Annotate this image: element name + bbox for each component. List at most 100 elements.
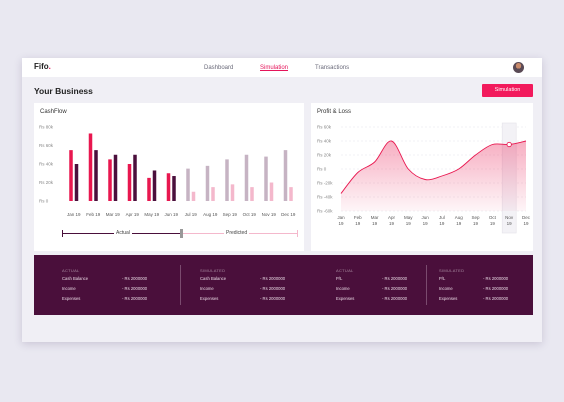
- summary-label: Income: [62, 286, 76, 291]
- simulation-button[interactable]: Simulation: [482, 84, 533, 97]
- cashflow-bar[interactable]: [147, 177, 151, 201]
- cashflow-bar[interactable]: [127, 164, 132, 201]
- summary-heading: SIMULATED: [200, 268, 226, 273]
- cashflow-bar[interactable]: [283, 150, 288, 201]
- cashflow-bar[interactable]: [133, 154, 137, 201]
- pnl-x-tick: Apr 19: [388, 215, 396, 226]
- pnl-y-tick: Rs -40k: [317, 195, 333, 200]
- summary-value: - Rs 2000000: [382, 276, 408, 281]
- cashflow-x-tick: May 19: [144, 212, 159, 217]
- pnl-y-tick: Rs -60k: [317, 209, 333, 214]
- summary-value: - Rs 2000000: [382, 286, 408, 291]
- cashflow-bar[interactable]: [94, 150, 98, 201]
- summary-divider: [426, 265, 427, 305]
- summary-value: - Rs 2000000: [382, 296, 408, 301]
- cashflow-x-tick: Apr 19: [126, 212, 140, 217]
- summary-label: Expenses: [62, 296, 81, 301]
- cashflow-y-tick: Rs 20k: [39, 180, 54, 185]
- summary-label: Expenses: [336, 296, 355, 301]
- summary-value: - Rs 2000000: [122, 276, 148, 281]
- cashflow-bar[interactable]: [211, 187, 215, 201]
- cashflow-y-tick: Rs 40k: [39, 162, 54, 167]
- summary-label: P/L: [336, 276, 343, 281]
- cashflow-bar[interactable]: [166, 173, 171, 201]
- predicted-range-end: [297, 230, 298, 237]
- avatar[interactable]: [513, 62, 524, 73]
- pnl-x-tick: Jan 19: [337, 215, 345, 226]
- cashflow-x-tick: Oct 19: [243, 212, 257, 217]
- summary-label: Income: [200, 286, 214, 291]
- pnl-x-tick: Aug 19: [455, 215, 464, 226]
- summary-label: Expenses: [200, 296, 219, 301]
- summary-value: - Rs 2000000: [483, 286, 509, 291]
- cashflow-bar[interactable]: [269, 182, 274, 202]
- cashflow-bar[interactable]: [230, 184, 235, 201]
- summary-bar: ACTUAL Cash Balance - Rs 2000000 Income …: [34, 255, 533, 315]
- pnl-x-tick: Dec 19: [522, 215, 531, 226]
- pnl-line: [340, 140, 527, 194]
- nav-dashboard[interactable]: Dashboard: [204, 65, 234, 71]
- cashflow-bar[interactable]: [244, 154, 249, 201]
- cashflow-x-tick: Jun 19: [164, 212, 178, 217]
- summary-heading: ACTUAL: [336, 268, 354, 273]
- summary-divider: [180, 265, 181, 305]
- summary-value: - Rs 2000000: [483, 296, 509, 301]
- cashflow-bar[interactable]: [152, 170, 157, 201]
- pnl-highlight-point[interactable]: [506, 141, 512, 148]
- summary-label: Cash Balance: [200, 276, 227, 281]
- cashflow-bar[interactable]: [264, 156, 268, 201]
- cashflow-bar[interactable]: [191, 191, 196, 201]
- summary-simulated-cash: SIMULATED Cash Balance - Rs 2000000 Inco…: [200, 255, 310, 315]
- cashflow-x-tick: Sep 19: [223, 212, 238, 217]
- pnl-x-tick: Feb 19: [354, 215, 362, 226]
- pnl-x-tick: Jul 19: [439, 215, 445, 226]
- summary-label: P/L: [439, 276, 446, 281]
- timeline-slider-handle[interactable]: [180, 229, 183, 238]
- pnl-x-tick: Oct 19: [489, 215, 497, 226]
- nav-simulation[interactable]: Simulation: [260, 65, 289, 71]
- cashflow-x-tick: Dec 19: [281, 212, 296, 217]
- pnl-title: Profit & Loss: [317, 109, 352, 115]
- cashflow-x-tick: Feb 19: [86, 212, 101, 217]
- cashflow-chart: Rs 80k Rs 60k Rs 40k Rs 20k Rs 0 Jan 19 Feb 19…: [39, 125, 296, 218]
- summary-label: Expenses: [439, 296, 458, 301]
- cashflow-bar[interactable]: [205, 165, 210, 201]
- summary-value: - Rs 2000000: [483, 276, 509, 281]
- cashflow-y-tick: Rs 80k: [39, 125, 54, 130]
- pnl-y-tick: Rs 20k: [317, 153, 332, 158]
- cashflow-bar[interactable]: [108, 159, 112, 201]
- cashflow-bar[interactable]: [69, 150, 73, 201]
- summary-label: Income: [336, 286, 350, 291]
- cashflow-bar[interactable]: [113, 154, 118, 201]
- cashflow-bar[interactable]: [250, 187, 254, 201]
- pnl-y-tick: Rs 40k: [317, 139, 332, 144]
- logo[interactable]: Fifo.: [34, 62, 51, 71]
- cashflow-x-tick: Jul 19: [185, 212, 198, 217]
- cashflow-bar[interactable]: [225, 159, 229, 201]
- summary-label: Cash Balance: [62, 276, 89, 281]
- cashflow-y-tick: Rs 0: [39, 199, 49, 204]
- cashflow-panel: CashFlow Rs 80k Rs 60k Rs 40k Rs 20k Rs 0 Jan…: [34, 103, 304, 251]
- cashflow-bar[interactable]: [74, 164, 79, 201]
- cashflow-bar[interactable]: [186, 168, 190, 201]
- cashflow-x-tick: Aug 19: [203, 212, 218, 217]
- cashflow-bar[interactable]: [88, 133, 93, 201]
- actual-range-start: [62, 230, 63, 237]
- summary-value: - Rs 2000000: [122, 296, 148, 301]
- summary-simulated-pl: SIMULATED P/L - Rs 2000000 Income - Rs 2…: [439, 255, 531, 315]
- cashflow-x-tick: Mar 19: [106, 212, 121, 217]
- cashflow-x-tick: Jan 19: [67, 212, 81, 217]
- nav-transactions[interactable]: Transactions: [315, 65, 350, 71]
- cashflow-bar[interactable]: [289, 187, 293, 201]
- app-window: Fifo. Dashboard Simulation Transactions …: [22, 58, 542, 342]
- summary-heading: ACTUAL: [62, 268, 80, 273]
- summary-value: - Rs 2000000: [260, 296, 286, 301]
- pnl-panel: Profit & Loss Rs 60k Rs 40k Rs 20k Rs 0 Rs -…: [311, 103, 533, 251]
- pnl-chart: Rs 60k Rs 40k Rs 20k Rs 0 Rs -20k Rs -40k Rs -…: [317, 122, 531, 234]
- pnl-x-tick: Sep 19: [472, 215, 481, 226]
- cashflow-title: CashFlow: [40, 109, 67, 115]
- cashflow-bar[interactable]: [172, 176, 176, 201]
- cashflow-x-tick: Nov 19: [262, 212, 277, 217]
- pnl-y-tick: Rs -20k: [317, 181, 333, 186]
- page-title: Your Business: [34, 86, 93, 96]
